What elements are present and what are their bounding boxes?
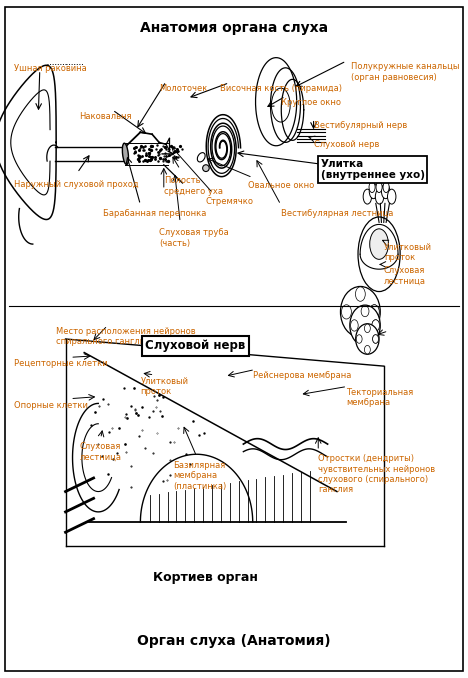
Text: Височная кость (пирамида): Височная кость (пирамида)	[220, 84, 342, 93]
Ellipse shape	[373, 335, 379, 343]
Text: Улитка
(внутреннее ухо): Улитка (внутреннее ухо)	[321, 159, 424, 180]
Ellipse shape	[361, 334, 369, 345]
Text: Анатомия органа слуха: Анатомия органа слуха	[140, 22, 328, 35]
Text: Кортиев орган: Кортиев орган	[154, 571, 258, 584]
Ellipse shape	[356, 287, 366, 301]
Ellipse shape	[372, 320, 380, 331]
Text: Базилярная
мембрана
(пластинка): Базилярная мембрана (пластинка)	[173, 461, 227, 491]
Ellipse shape	[365, 345, 370, 354]
Ellipse shape	[350, 305, 380, 346]
Text: Вестибулярный нерв: Вестибулярный нерв	[314, 121, 407, 129]
Ellipse shape	[356, 324, 379, 354]
Text: Слуховая
лестница: Слуховая лестница	[384, 266, 426, 286]
Ellipse shape	[369, 184, 378, 199]
Ellipse shape	[271, 88, 290, 122]
Text: Слуховой нерв: Слуховой нерв	[314, 140, 379, 149]
Ellipse shape	[369, 305, 379, 319]
Ellipse shape	[369, 182, 375, 193]
Ellipse shape	[122, 143, 129, 165]
Ellipse shape	[351, 320, 358, 331]
Text: Полукружные канальцы
(орган равновесия): Полукружные канальцы (орган равновесия)	[351, 62, 460, 82]
Ellipse shape	[376, 182, 382, 193]
Text: Наружный слуховой проход: Наружный слуховой проход	[14, 180, 139, 188]
Ellipse shape	[356, 323, 366, 337]
Ellipse shape	[358, 217, 400, 292]
Text: Слуховой нерв: Слуховой нерв	[145, 339, 245, 353]
Text: Орган слуха (Анатомия): Орган слуха (Анатомия)	[137, 634, 331, 647]
Ellipse shape	[369, 305, 379, 319]
Ellipse shape	[341, 286, 380, 338]
Text: Барабанная перепонка: Барабанная перепонка	[103, 209, 206, 218]
Text: Слуховая труба
(часть): Слуховая труба (часть)	[159, 228, 229, 248]
Ellipse shape	[363, 189, 372, 204]
Text: Рецепторные клетки: Рецепторные клетки	[14, 359, 108, 367]
Text: Улитковый
проток: Улитковый проток	[140, 377, 189, 397]
FancyBboxPatch shape	[5, 7, 463, 671]
Ellipse shape	[370, 229, 388, 259]
Ellipse shape	[375, 189, 384, 204]
Text: Место расположения нейронов
спирального ганглия: Место расположения нейронов спирального …	[56, 327, 196, 346]
Ellipse shape	[361, 306, 369, 317]
Ellipse shape	[197, 153, 205, 162]
Ellipse shape	[383, 182, 389, 193]
Ellipse shape	[373, 335, 379, 343]
Text: Наковальня: Наковальня	[80, 112, 132, 121]
Text: Улитковый
проток: Улитковый проток	[384, 243, 432, 262]
Ellipse shape	[356, 335, 362, 343]
Text: Ушная раковина: Ушная раковина	[14, 64, 87, 73]
Text: Стремячко: Стремячко	[206, 197, 254, 205]
Ellipse shape	[372, 320, 380, 331]
Text: Вестибулярная лестница: Вестибулярная лестница	[281, 209, 393, 218]
Text: Слуховая
лестница: Слуховая лестница	[80, 442, 122, 462]
Text: Молоточек: Молоточек	[159, 84, 207, 93]
Text: Рейснерова мембрана: Рейснерова мембрана	[253, 371, 351, 380]
Ellipse shape	[342, 305, 351, 319]
Ellipse shape	[365, 324, 370, 332]
Text: Отростки (дендриты)
чувствительных нейронов
слухового (спирального)
ганглия: Отростки (дендриты) чувствительных нейро…	[318, 454, 435, 494]
Ellipse shape	[203, 165, 209, 172]
Text: Круглое окно: Круглое окно	[281, 98, 341, 107]
Text: Овальное окно: Овальное окно	[248, 181, 314, 190]
Ellipse shape	[388, 189, 396, 204]
Text: Полость
среднего уха: Полость среднего уха	[164, 176, 223, 196]
Text: Текториальная
мембрана: Текториальная мембрана	[346, 388, 414, 407]
Text: Опорные клетки: Опорные клетки	[14, 401, 88, 410]
Ellipse shape	[381, 184, 390, 199]
